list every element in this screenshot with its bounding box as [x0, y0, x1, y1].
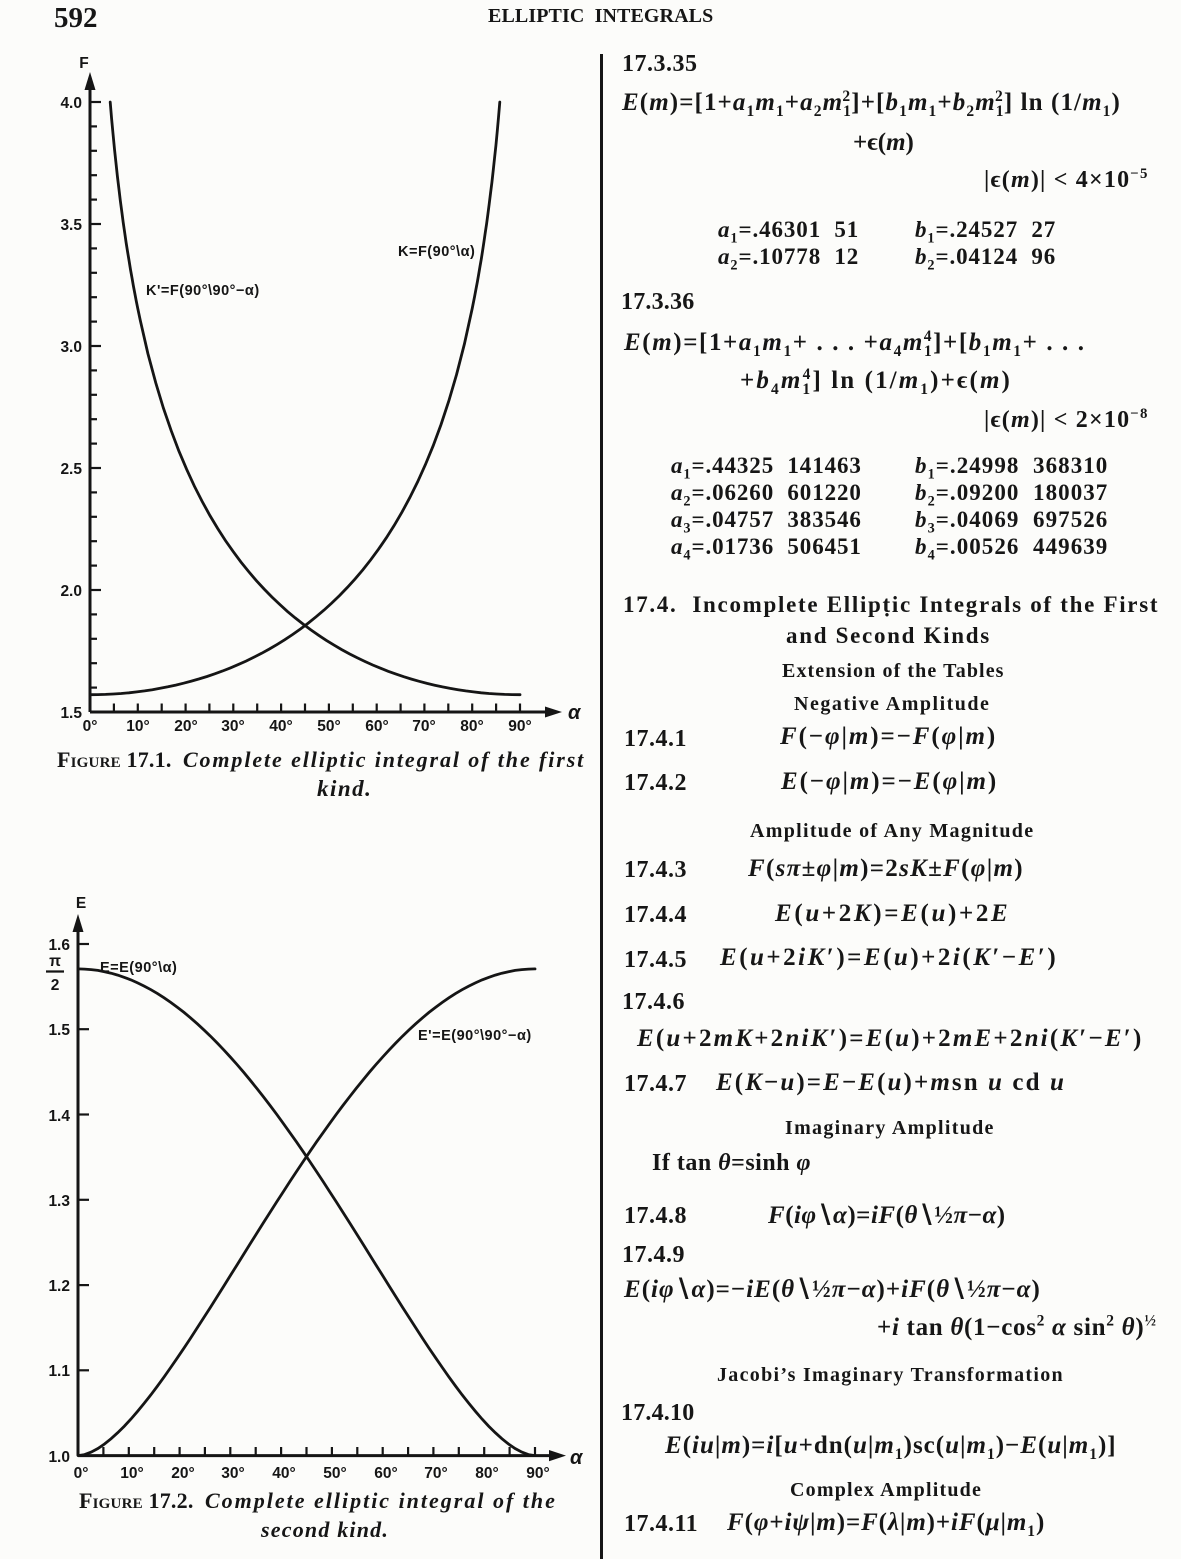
svg-text:10°: 10°: [126, 718, 149, 735]
svg-text:0°: 0°: [83, 718, 98, 735]
svg-text:E: E: [76, 895, 86, 912]
svg-text:K'=F(90°\90°−α): K'=F(90°\90°−α): [146, 283, 260, 299]
svg-text:90°: 90°: [508, 718, 531, 735]
svg-text:4.0: 4.0: [60, 95, 82, 112]
svg-text:π: π: [49, 953, 61, 970]
svg-text:α: α: [568, 702, 582, 724]
svg-text:α: α: [570, 1447, 584, 1469]
svg-text:20°: 20°: [171, 1465, 194, 1482]
svg-text:2: 2: [51, 977, 60, 994]
svg-text:1.2: 1.2: [48, 1278, 70, 1295]
svg-text:1.3: 1.3: [48, 1193, 70, 1210]
svg-text:80°: 80°: [475, 1465, 498, 1482]
svg-text:K=F(90°\α): K=F(90°\α): [398, 244, 475, 260]
svg-text:F: F: [79, 55, 88, 72]
svg-text:3.0: 3.0: [60, 339, 82, 356]
svg-text:E=E(90°\α): E=E(90°\α): [100, 960, 177, 976]
svg-text:70°: 70°: [424, 1465, 447, 1482]
svg-text:40°: 40°: [272, 1465, 295, 1482]
svg-text:40°: 40°: [269, 718, 292, 735]
svg-text:30°: 30°: [221, 718, 244, 735]
svg-text:30°: 30°: [221, 1465, 244, 1482]
svg-text:E'=E(90°\90°−α): E'=E(90°\90°−α): [418, 1028, 532, 1044]
svg-text:0°: 0°: [74, 1465, 89, 1482]
svg-text:1.1: 1.1: [48, 1363, 70, 1380]
svg-text:50°: 50°: [317, 718, 340, 735]
svg-text:50°: 50°: [323, 1465, 346, 1482]
svg-text:1.6: 1.6: [48, 937, 70, 954]
svg-text:2.5: 2.5: [60, 461, 82, 478]
svg-text:3.5: 3.5: [60, 217, 82, 234]
svg-text:70°: 70°: [412, 718, 435, 735]
svg-text:2.0: 2.0: [60, 583, 82, 600]
svg-text:20°: 20°: [174, 718, 197, 735]
svg-text:1.4: 1.4: [48, 1108, 70, 1125]
svg-text:1.5: 1.5: [60, 705, 82, 722]
svg-text:60°: 60°: [374, 1465, 397, 1482]
svg-text:1.5: 1.5: [48, 1022, 70, 1039]
svg-text:10°: 10°: [120, 1465, 143, 1482]
svg-text:90°: 90°: [526, 1465, 549, 1482]
svg-text:60°: 60°: [365, 718, 388, 735]
svg-text:1.0: 1.0: [48, 1449, 70, 1466]
svg-text:80°: 80°: [460, 718, 483, 735]
